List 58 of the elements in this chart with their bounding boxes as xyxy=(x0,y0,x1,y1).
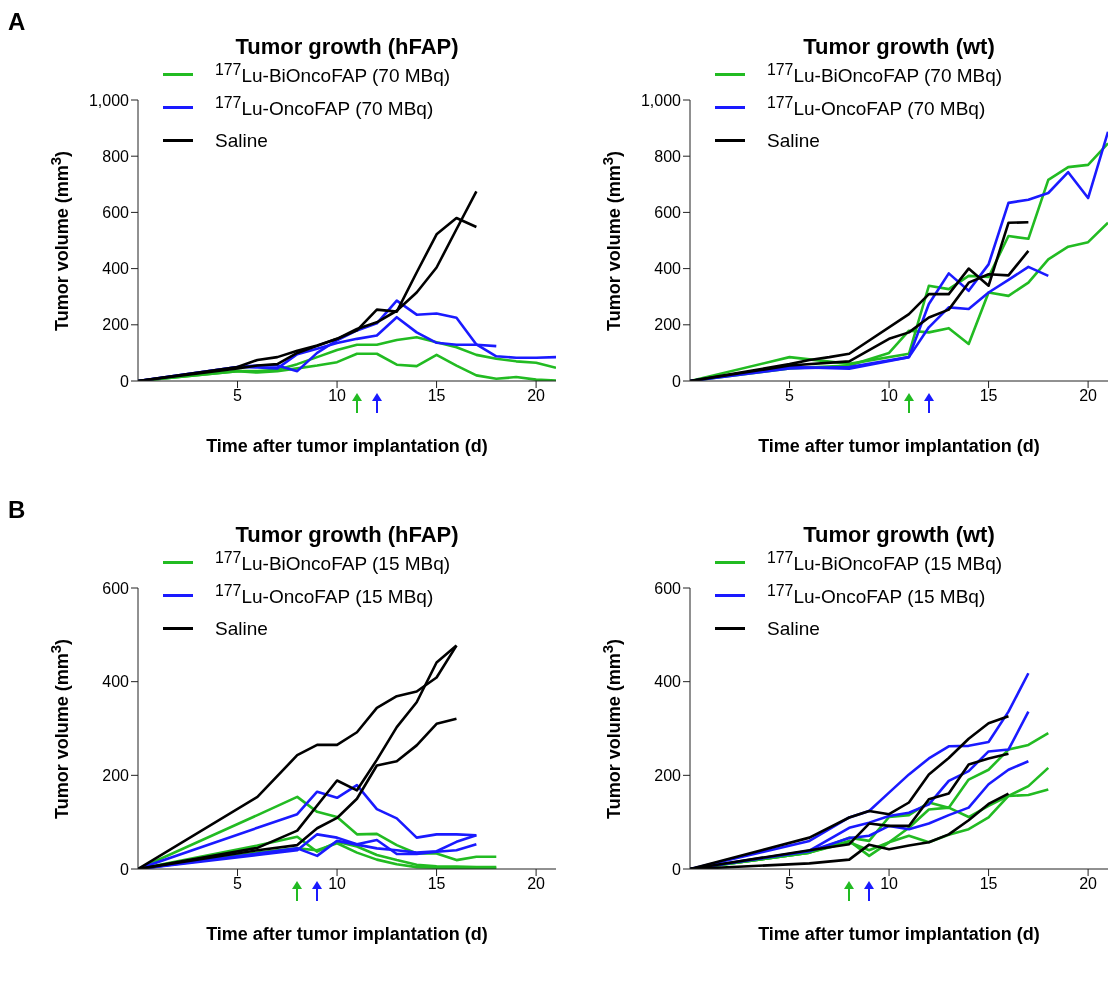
chart-title: Tumor growth (wt) xyxy=(803,34,995,60)
x-axis-title: Time after tumor implantation (d) xyxy=(758,924,1040,945)
y-tick-label: 200 xyxy=(102,316,130,334)
legend-label: Saline xyxy=(767,617,820,640)
y-tick-label: 200 xyxy=(654,767,682,785)
legend-label: $^{177}$Lu-OncoFAP (15 MBq) xyxy=(767,582,986,609)
y-tick-label: 400 xyxy=(654,260,682,278)
chart-title: Tumor growth (wt) xyxy=(803,522,995,548)
y-tick-label: 800 xyxy=(654,147,682,165)
legend-label: $^{177}$Lu-OncoFAP (15 MBq) xyxy=(215,582,434,609)
x-tick-label: 5 xyxy=(233,387,243,405)
x-axis-title: Time after tumor implantation (d) xyxy=(206,436,488,457)
legend-label: $^{177}$Lu-BiOncoFAP (15 MBq) xyxy=(767,549,1003,576)
x-tick-label: 15 xyxy=(427,875,446,893)
x-tick-label: 20 xyxy=(1079,875,1098,893)
legend-label: Saline xyxy=(767,129,820,152)
x-tick-label: 5 xyxy=(233,875,243,893)
legend-label: $^{177}$Lu-OncoFAP (70 MBq) xyxy=(215,94,434,121)
y-tick-label: 0 xyxy=(672,372,682,390)
y-tick-label: 0 xyxy=(120,372,130,390)
x-axis-title: Time after tumor implantation (d) xyxy=(206,924,488,945)
x-tick-label: 15 xyxy=(979,875,998,893)
chart-title: Tumor growth (hFAP) xyxy=(235,34,459,60)
x-tick-label: 10 xyxy=(328,387,347,405)
y-tick-label: 400 xyxy=(102,260,130,278)
x-tick-label: 20 xyxy=(527,875,546,893)
y-tick-label: 200 xyxy=(654,316,682,334)
y-tick-label: 1,000 xyxy=(640,91,682,109)
chart-title: Tumor growth (hFAP) xyxy=(235,522,459,548)
x-tick-label: 5 xyxy=(785,875,795,893)
x-tick-label: 20 xyxy=(1079,387,1098,405)
y-tick-label: 400 xyxy=(654,673,682,691)
x-tick-label: 20 xyxy=(527,387,546,405)
text: B xyxy=(8,496,26,524)
x-tick-label: 10 xyxy=(880,387,899,405)
legend-label: Saline xyxy=(215,617,268,640)
y-tick-label: 600 xyxy=(102,579,130,597)
y-tick-label: 0 xyxy=(672,860,682,878)
x-tick-label: 10 xyxy=(328,875,347,893)
y-tick-label: 600 xyxy=(654,204,682,222)
x-tick-label: 15 xyxy=(979,387,998,405)
y-tick-label: 0 xyxy=(120,860,130,878)
y-tick-label: 800 xyxy=(102,147,130,165)
x-axis-title: Time after tumor implantation (d) xyxy=(758,436,1040,457)
legend-label: $^{177}$Lu-OncoFAP (70 MBq) xyxy=(767,94,986,121)
y-tick-label: 600 xyxy=(654,579,682,597)
y-tick-label: 200 xyxy=(102,767,130,785)
x-tick-label: 5 xyxy=(785,387,795,405)
y-tick-label: 600 xyxy=(102,204,130,222)
y-tick-label: 1,000 xyxy=(88,91,130,109)
y-tick-label: 400 xyxy=(102,673,130,691)
legend-label: $^{177}$Lu-BiOncoFAP (70 MBq) xyxy=(767,61,1003,88)
x-tick-label: 15 xyxy=(427,387,446,405)
text: A xyxy=(8,8,26,36)
legend-label: $^{177}$Lu-BiOncoFAP (70 MBq) xyxy=(215,61,451,88)
x-tick-label: 10 xyxy=(880,875,899,893)
legend-label: $^{177}$Lu-BiOncoFAP (15 MBq) xyxy=(215,549,451,576)
legend-label: Saline xyxy=(215,129,268,152)
